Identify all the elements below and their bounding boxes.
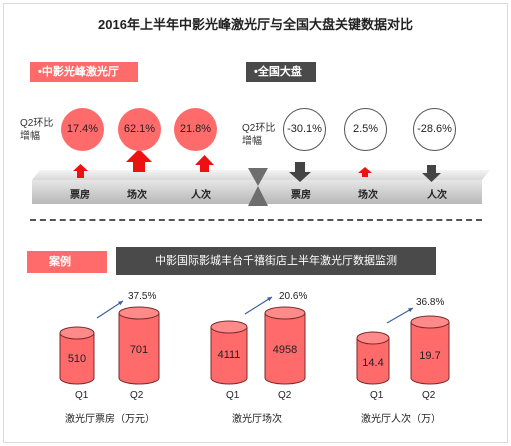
q2-value-screenings: 4958	[272, 344, 298, 356]
page-title: 2016年上半年中影光峰激光厅与全国大盘关键数据对比	[98, 17, 413, 32]
cylinder-q2-screenings	[264, 306, 306, 385]
national-arrow-boxoffice	[289, 162, 311, 182]
national-q2-label: Q2环比 增幅	[242, 122, 275, 148]
q2-label-screenings: Q2	[278, 390, 292, 401]
laser-screenings-circle: 62.1%	[118, 108, 161, 151]
national-metric-boxoffice: 票房	[291, 190, 311, 201]
caption-admissions: 激光厅人次（万）	[361, 414, 441, 425]
case-tag: 案例	[27, 251, 107, 273]
growth-label-admissions: 36.8%	[416, 297, 445, 308]
growth-arrow-screenings	[244, 296, 273, 315]
q2-label-line1: Q2环比	[242, 123, 276, 134]
q1-value-boxoffice: 510	[67, 353, 87, 365]
national-admissions-circle: -28.6%	[413, 108, 456, 151]
q2-label-boxoffice: Q2	[130, 390, 144, 401]
laser-arrow-screenings	[126, 149, 152, 172]
q1-value-screenings: 4111	[217, 349, 241, 361]
cylinder-q1-boxoffice	[59, 326, 95, 385]
q2-value-boxoffice: 701	[129, 344, 149, 356]
q1-value-admissions: 14.4	[362, 357, 384, 369]
base-bar-separator	[248, 168, 268, 206]
growth-label-screenings: 20.6%	[279, 291, 308, 302]
laser-metric-boxoffice: 票房	[70, 190, 90, 201]
national-metric-admissions: 人次	[427, 190, 447, 201]
q2-label-admissions: Q2	[422, 390, 436, 401]
section-divider	[30, 219, 482, 221]
national-metric-screenings: 场次	[358, 190, 378, 201]
laser-arrow-admissions	[195, 155, 214, 172]
national-boxoffice-circle: -30.1%	[283, 108, 326, 151]
growth-arrow-boxoffice	[96, 300, 124, 319]
cylinder-q2-boxoffice	[118, 306, 160, 385]
national-arrow-admissions	[422, 165, 441, 182]
caption-screenings: 激光厅场次	[232, 414, 282, 425]
growth-label-boxoffice: 37.5%	[128, 291, 157, 302]
q1-label-screenings: Q1	[226, 390, 240, 401]
q1-label-admissions: Q1	[370, 390, 384, 401]
laser-metric-admissions: 人次	[191, 190, 211, 201]
laser-admissions-circle: 21.8%	[174, 108, 217, 151]
q2-label-line1: Q2环比	[20, 118, 54, 129]
growth-arrow-admissions	[386, 307, 414, 324]
cylinder-q2-admissions	[410, 315, 450, 385]
laser-arrow-boxoffice	[73, 164, 88, 178]
cylinder-q1-screenings	[210, 320, 248, 385]
case-title: 中影国际影城丰台千禧街店上半年激光厅数据监测	[116, 247, 436, 275]
cylinder-q1-admissions	[356, 331, 390, 385]
q1-label-boxoffice: Q1	[75, 390, 89, 401]
national-tag: •全国大盘	[246, 62, 316, 82]
q2-label-line2: 增幅	[20, 131, 40, 142]
frame	[3, 3, 508, 443]
q2-label-line2: 增幅	[242, 136, 262, 147]
laser-boxoffice-circle: 17.4%	[61, 108, 104, 151]
q2-value-admissions: 19.7	[419, 350, 441, 362]
national-arrow-screenings	[358, 167, 372, 177]
laser-q2-label: Q2环比 增幅	[20, 117, 53, 143]
caption-boxoffice: 激光厅票房（万元）	[65, 414, 155, 425]
laser-metric-screenings: 场次	[127, 190, 147, 201]
national-screenings-circle: 2.5%	[344, 108, 387, 151]
laser-hall-tag: •中影光峰激光厅	[30, 62, 138, 82]
